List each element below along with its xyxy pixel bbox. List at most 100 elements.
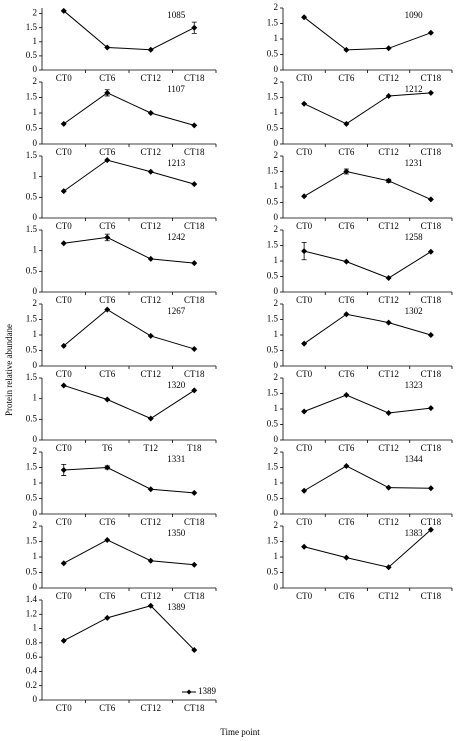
x-tick-label: CT0 <box>296 147 313 157</box>
x-tick-label: CT6 <box>99 369 116 379</box>
x-tick-label: CT6 <box>338 295 355 305</box>
x-tick-label: CT6 <box>338 591 355 601</box>
data-point <box>60 637 67 644</box>
y-tick-label: 0.5 <box>26 50 38 60</box>
y-tick-label: 0.5 <box>26 493 38 503</box>
y-tick-label: 1 <box>274 551 279 561</box>
y-tick-label: 0.5 <box>26 413 38 423</box>
x-tick-label: CT6 <box>338 443 355 453</box>
x-tick-label: CT18 <box>184 703 205 713</box>
x-tick-label: CT12 <box>140 517 161 527</box>
panel-title: 1231 <box>405 158 423 168</box>
y-tick-label: 1.5 <box>267 314 279 324</box>
data-point <box>385 45 392 52</box>
y-tick-label: 2 <box>274 224 279 234</box>
panel: 0 0.5 1 1.5 2 CT0 CT6 CT12 CT18 1331 <box>26 446 217 527</box>
panel: 0 0.5 1 1.5 2 CT0 CT6 CT12 CT18 1090 <box>267 2 453 83</box>
y-tick-label: 2 <box>274 372 279 382</box>
data-point <box>147 486 154 493</box>
y-tick-label: 1.5 <box>26 314 38 324</box>
y-tick-label: 1 <box>33 551 38 561</box>
y-tick-label: 0 <box>274 508 279 518</box>
panel-title: 1350 <box>167 528 186 538</box>
y-tick-label: 0 <box>274 582 279 592</box>
y-tick-label: 1 <box>274 33 279 43</box>
x-tick-label: CT18 <box>421 73 442 83</box>
data-point <box>147 415 154 422</box>
data-line <box>63 466 195 494</box>
y-tick-label: 1.5 <box>267 166 279 176</box>
panel-title: 1267 <box>167 306 186 316</box>
y-tick-label: 2 <box>33 520 38 530</box>
x-tick-label: CT18 <box>421 221 442 231</box>
x-tick-label: CT0 <box>296 73 313 83</box>
data-point <box>191 561 198 568</box>
data-line <box>63 92 195 126</box>
data-point <box>427 89 434 96</box>
y-tick-label: 1 <box>33 329 38 339</box>
panel-title: 1107 <box>167 84 185 94</box>
data-point <box>191 122 198 129</box>
y-tick-label: 0.5 <box>267 493 279 503</box>
data-point <box>60 560 67 567</box>
x-tick-label: CT12 <box>140 295 161 305</box>
x-tick-label: CT12 <box>140 591 161 601</box>
y-tick-label: 0 <box>274 212 279 222</box>
data-point <box>60 342 67 349</box>
x-tick-label: CT18 <box>184 147 205 157</box>
x-tick-label: CT0 <box>56 443 73 453</box>
data-point <box>385 484 392 491</box>
data-point <box>147 255 154 262</box>
x-tick-label: CT0 <box>56 73 73 83</box>
y-tick-label: 1 <box>274 107 279 117</box>
y-tick-label: 0.5 <box>267 271 279 281</box>
data-point <box>427 405 434 412</box>
y-tick-label: 0.5 <box>267 567 279 577</box>
data-point <box>60 7 67 14</box>
data-point <box>427 248 434 255</box>
data-point <box>385 564 392 571</box>
y-tick-label: 2 <box>274 150 279 160</box>
y-tick-label: 0.5 <box>26 123 38 133</box>
x-tick-label: CT0 <box>56 517 73 527</box>
data-line <box>63 236 195 264</box>
x-tick-label: CT18 <box>421 443 442 453</box>
data-point <box>427 332 434 338</box>
y-tick-label: 0 <box>274 64 279 74</box>
data-point <box>147 110 154 116</box>
panel-title: 1320 <box>167 380 186 390</box>
data-line <box>303 394 431 414</box>
y-tick-label: 0.5 <box>267 345 279 355</box>
y-tick-label: 1.5 <box>267 240 279 250</box>
x-tick-label: CT6 <box>338 517 355 527</box>
x-tick-label: CT12 <box>140 73 161 83</box>
x-tick-label: T12 <box>144 443 159 453</box>
y-tick-label: 0 <box>33 434 38 444</box>
data-point <box>301 340 308 347</box>
x-tick-label: CT12 <box>378 591 399 601</box>
y-tick-label: 1.5 <box>26 462 38 472</box>
x-tick-label: CT6 <box>99 591 116 601</box>
y-tick-label: 0 <box>274 138 279 148</box>
y-tick-label: 0 <box>33 64 38 74</box>
data-point <box>104 157 111 164</box>
data-point <box>104 89 111 96</box>
y-tick-label: 0.6 <box>26 651 38 661</box>
y-tick-label: 1 <box>274 403 279 413</box>
data-point <box>343 462 350 469</box>
y-tick-label: 1 <box>33 107 38 117</box>
y-tick-label: 1.5 <box>26 22 38 32</box>
y-tick-label: 1.5 <box>26 92 38 102</box>
data-point <box>191 181 198 188</box>
data-point <box>301 14 308 21</box>
x-tick-label: CT6 <box>99 703 116 713</box>
data-point <box>104 44 111 51</box>
data-point <box>343 120 350 127</box>
y-tick-label: 1 <box>33 477 38 487</box>
x-tick-label: CT18 <box>421 369 442 379</box>
y-tick-label: 2 <box>33 76 38 86</box>
x-tick-label: CT12 <box>378 147 399 157</box>
y-tick-label: 0.4 <box>26 665 38 675</box>
